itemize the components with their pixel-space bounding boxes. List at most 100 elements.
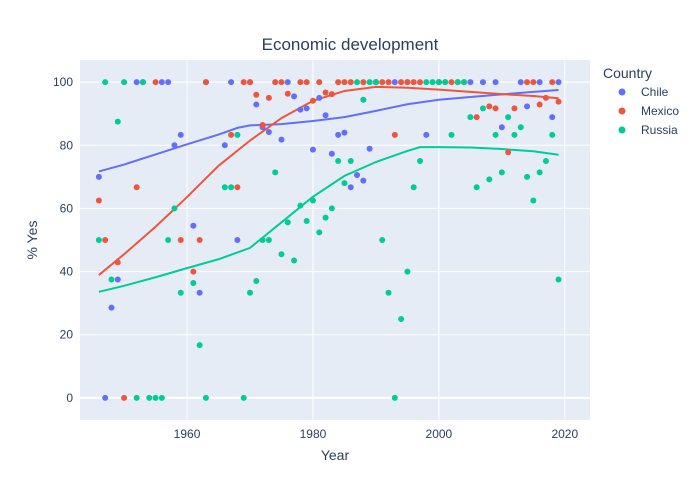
data-point-mexico[interactable] [133,184,140,191]
data-point-mexico[interactable] [114,259,121,266]
data-point-russia[interactable] [511,131,518,138]
data-point-mexico[interactable] [102,237,109,243]
data-point-mexico[interactable] [448,79,455,86]
data-point-russia[interactable] [240,394,247,401]
data-point-russia[interactable] [429,79,436,86]
data-point-mexico[interactable] [379,79,386,86]
data-point-russia[interactable] [328,205,335,212]
data-point-chile[interactable] [309,146,316,153]
data-point-russia[interactable] [234,131,241,138]
data-point-russia[interactable] [202,394,209,401]
data-point-russia[interactable] [448,131,455,138]
data-point-chile[interactable] [498,124,505,131]
data-point-mexico[interactable] [190,268,197,275]
data-point-russia[interactable] [347,158,354,165]
data-point-russia[interactable] [139,79,146,86]
data-point-russia[interactable] [517,124,524,131]
data-point-chile[interactable] [479,79,486,86]
data-point-mexico[interactable] [240,79,247,86]
data-point-chile[interactable] [234,237,241,243]
data-point-mexico[interactable] [335,79,342,86]
data-point-russia[interactable] [417,158,423,165]
legend-item-chile[interactable]: Chile [618,85,669,99]
data-point-russia[interactable] [278,251,285,258]
data-point-mexico[interactable] [404,79,411,86]
data-point-mexico[interactable] [555,98,562,105]
data-point-russia[interactable] [265,237,272,243]
data-point-russia[interactable] [379,237,386,243]
data-point-mexico[interactable] [511,105,518,112]
data-point-russia[interactable] [309,197,316,204]
data-point-chile[interactable] [114,276,121,283]
data-point-russia[interactable] [536,169,543,176]
data-point-chile[interactable] [354,171,361,178]
data-point-mexico[interactable] [391,131,398,138]
data-point-chile[interactable] [133,79,140,86]
data-point-mexico[interactable] [360,79,367,86]
data-point-mexico[interactable] [322,89,329,96]
data-point-russia[interactable] [479,105,486,112]
data-point-mexico[interactable] [202,79,209,86]
data-point-russia[interactable] [454,79,461,86]
data-point-mexico[interactable] [152,79,159,86]
data-point-mexico[interactable] [524,79,531,86]
data-point-chile[interactable] [278,136,285,143]
data-point-russia[interactable] [391,394,398,401]
data-point-chile[interactable] [391,79,398,86]
data-point-russia[interactable] [291,257,298,264]
data-point-mexico[interactable] [549,79,556,86]
data-point-mexico[interactable] [328,91,335,98]
data-point-russia[interactable] [284,219,291,226]
data-point-russia[interactable] [146,394,153,401]
data-point-chile[interactable] [423,131,430,138]
data-point-mexico[interactable] [347,79,354,86]
data-point-russia[interactable] [385,289,392,296]
data-point-russia[interactable] [505,114,512,121]
data-point-chile[interactable] [347,184,354,191]
data-point-russia[interactable] [152,394,159,401]
data-point-russia[interactable] [530,197,537,204]
data-point-russia[interactable] [410,184,417,191]
data-point-russia[interactable] [316,229,323,236]
data-point-russia[interactable] [303,218,310,225]
data-point-chile[interactable] [177,131,184,138]
data-point-mexico[interactable] [121,394,128,401]
data-point-mexico[interactable] [536,101,543,108]
data-point-chile[interactable] [322,112,329,119]
data-point-russia[interactable] [442,79,449,86]
data-point-russia[interactable] [473,184,480,191]
data-point-chile[interactable] [228,79,235,86]
data-point-russia[interactable] [114,118,121,125]
data-point-mexico[interactable] [385,79,392,86]
data-point-russia[interactable] [196,342,203,349]
data-point-mexico[interactable] [297,79,304,86]
data-point-chile[interactable] [524,103,531,110]
data-point-chile[interactable] [158,79,165,86]
data-point-chile[interactable] [171,142,178,149]
data-point-mexico[interactable] [530,79,537,86]
data-point-russia[interactable] [253,278,260,285]
data-point-chile[interactable] [316,94,323,101]
data-point-russia[interactable] [259,237,266,243]
data-point-mexico[interactable] [309,97,316,104]
data-point-russia[interactable] [467,114,474,121]
data-point-russia[interactable] [366,79,373,86]
data-point-chile[interactable] [549,114,556,121]
data-point-chile[interactable] [265,129,272,135]
data-point-chile[interactable] [95,173,102,180]
legend-item-russia[interactable]: Russia [618,123,679,137]
data-point-chile[interactable] [253,101,260,108]
data-point-chile[interactable] [366,145,373,152]
data-point-russia[interactable] [372,79,379,86]
data-point-mexico[interactable] [95,197,102,204]
data-point-chile[interactable] [221,142,228,149]
data-point-russia[interactable] [322,214,329,221]
data-point-chile[interactable] [108,304,115,311]
data-point-mexico[interactable] [272,79,279,86]
data-point-chile[interactable] [492,79,499,86]
data-point-chile[interactable] [360,177,367,184]
data-point-russia[interactable] [297,202,304,209]
data-point-mexico[interactable] [177,237,184,243]
data-point-mexico[interactable] [473,114,480,121]
data-point-chile[interactable] [555,79,562,86]
